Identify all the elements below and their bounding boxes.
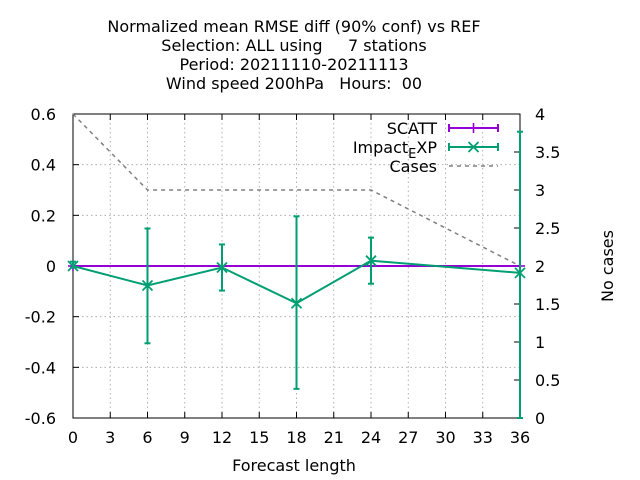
y2-tick-label: 1: [535, 333, 545, 352]
marker-stroke: [67, 260, 79, 272]
y-tick-label: 0.2: [31, 206, 56, 225]
marker-stroke: [141, 279, 154, 292]
marker-stroke: [514, 267, 526, 279]
x-tick-label: 6: [142, 428, 152, 447]
y2-tick-label: 2.5: [535, 219, 560, 238]
legend-label-scatt: SCATT: [387, 119, 438, 138]
x-tick-label: 27: [398, 428, 418, 447]
y2-tick-label: 4: [535, 105, 545, 124]
y-tick-label: -0.2: [25, 308, 56, 327]
grid: [73, 114, 520, 418]
series-cases: [72, 113, 521, 267]
marker-stroke: [365, 255, 377, 267]
y2-axis-label: No cases: [598, 230, 617, 302]
data-point: [514, 267, 526, 279]
x-tick-label: 15: [249, 428, 269, 447]
y2-tick-label: 1.5: [535, 295, 560, 314]
marker-stroke: [467, 141, 480, 153]
data-point: [141, 279, 154, 292]
legend-label-impact: ImpactEXP: [353, 138, 438, 162]
series-impact-exp: [67, 130, 526, 419]
title-line: Selection: ALL using 7 stations: [161, 36, 426, 55]
x-tick-label: 36: [510, 428, 530, 447]
y2-tick-label: 3: [535, 181, 545, 200]
y2-tick-label: 0: [535, 409, 545, 428]
x-tick-label: 21: [324, 428, 344, 447]
data-point: [365, 255, 377, 267]
y2-tick-label: 2: [535, 257, 545, 276]
series: [67, 113, 526, 419]
y2-tick-label: 3.5: [535, 143, 560, 162]
x-tick-label: 12: [212, 428, 232, 447]
y2-tick-label: 0.5: [535, 371, 560, 390]
y-axis: -0.6 -0.4 -0.2 0 0.2 0.4 0.6: [25, 105, 79, 428]
series-line: [72, 113, 521, 267]
y-tick-label: 0.4: [31, 156, 56, 175]
y2-axis: 0 0.5 1 1.5 2 2.5 3 3.5 4: [514, 105, 560, 428]
legend-marker-impact: [467, 141, 480, 153]
y-tick-label: -0.4: [25, 358, 56, 377]
data-point: [216, 261, 228, 274]
title-line: Normalized mean RMSE diff (90% conf) vs …: [107, 17, 480, 36]
data-point: [290, 297, 303, 309]
y-tick-label: 0.6: [31, 105, 56, 124]
x-tick-label: 33: [473, 428, 493, 447]
legend-label-cases: Cases: [390, 157, 438, 176]
x-axis-label: Forecast length: [232, 456, 356, 475]
title-line: Period: 20211110-20211113: [179, 55, 408, 74]
x-tick-label: 0: [68, 428, 78, 447]
data-point: [67, 260, 79, 272]
x-tick-label: 24: [361, 428, 381, 447]
x-tick-label: 18: [286, 428, 306, 447]
series-line: [72, 259, 521, 305]
legend-marker-scatt: [468, 123, 479, 133]
x-tick-label: 9: [180, 428, 190, 447]
x-tick-label: 3: [105, 428, 115, 447]
title-line: Wind speed 200hPa Hours: 00: [166, 74, 422, 93]
marker-stroke: [290, 297, 303, 309]
x-axis: 0 3 6 9 12 15 18 21 24 27 30 33 36: [68, 114, 530, 447]
y-tick-label: -0.6: [25, 409, 56, 428]
chart-title: Normalized mean RMSE diff (90% conf) vs …: [107, 17, 480, 93]
x-tick-label: 30: [435, 428, 455, 447]
marker-stroke: [216, 261, 228, 274]
y-tick-label: 0: [46, 257, 56, 276]
